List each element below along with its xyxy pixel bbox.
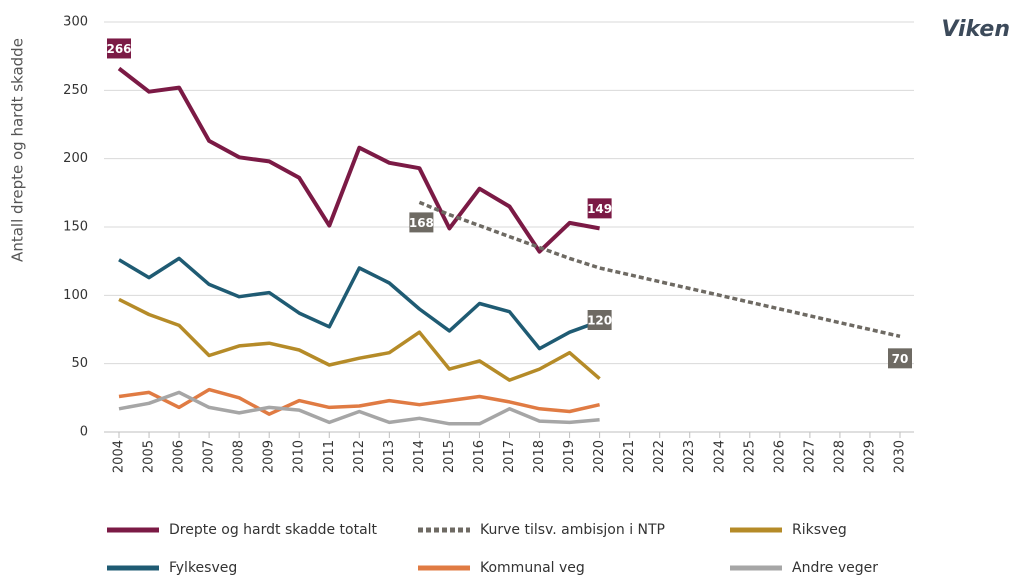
data-label: 120	[587, 314, 612, 328]
x-tick-label: 2017	[502, 440, 517, 473]
data-label: 70	[892, 352, 909, 366]
x-tick-label: 2018	[532, 440, 547, 473]
legend-label: Andre veger	[792, 560, 878, 576]
x-tick-label: 2027	[802, 440, 817, 473]
series-line	[118, 390, 600, 426]
y-tick-label: 100	[63, 288, 88, 303]
legend-label: Drepte og hardt skadde totalt	[169, 522, 378, 538]
series-line	[118, 297, 601, 382]
data-label: 168	[409, 216, 434, 230]
x-tick-label: 2025	[742, 440, 757, 473]
x-tick-label: 2007	[202, 440, 217, 473]
legend-label: Kommunal veg	[480, 560, 585, 576]
data-label-box	[409, 212, 434, 233]
x-tick-label: 2020	[592, 440, 607, 473]
x-tick-label: 2024	[712, 440, 727, 473]
x-tick-label: 2021	[622, 440, 637, 473]
y-tick-label: 0	[80, 425, 88, 440]
series-line	[117, 66, 600, 254]
x-tick-label: 2028	[832, 440, 847, 473]
x-tick-label: 2011	[322, 440, 337, 473]
x-tick-label: 2029	[862, 440, 877, 473]
x-tick-label: 2022	[652, 440, 667, 473]
x-tick-label: 2005	[142, 440, 157, 473]
x-tick-label: 2014	[412, 440, 427, 473]
legend-label: Kurve tilsv. ambisjon i NTP	[480, 522, 665, 538]
series-line	[118, 387, 600, 416]
x-tick-label: 2009	[262, 440, 277, 473]
x-tick-label: 2012	[352, 440, 367, 473]
series-line	[418, 200, 901, 339]
data-label-box	[888, 348, 912, 369]
legend-label: Fylkesveg	[169, 560, 237, 576]
x-tick-label: 2030	[893, 440, 908, 473]
x-tick-label: 2006	[172, 440, 187, 473]
data-label: 149	[587, 202, 612, 216]
data-label-box	[587, 198, 612, 219]
y-tick-label: 150	[63, 220, 88, 235]
y-tick-label: 250	[63, 83, 88, 98]
x-tick-label: 2010	[292, 440, 307, 473]
y-tick-label: 50	[71, 356, 88, 371]
x-tick-label: 2016	[472, 440, 487, 473]
data-label-box	[587, 310, 612, 330]
y-tick-label: 200	[63, 151, 88, 166]
x-tick-label: 2013	[382, 440, 397, 473]
x-tick-label: 2023	[682, 440, 697, 473]
chart-title: Viken	[941, 17, 1010, 42]
data-label-box	[107, 38, 131, 59]
data-label: 266	[106, 42, 131, 56]
x-tick-label: 2008	[232, 440, 247, 473]
legend-label: Riksveg	[792, 522, 847, 538]
y-axis-label: Antall drepte og hardt skadde	[9, 38, 27, 262]
x-tick-label: 2026	[772, 440, 787, 473]
series-line	[118, 256, 601, 351]
x-tick-label: 2019	[562, 440, 577, 473]
x-tick-label: 2015	[442, 440, 457, 473]
x-tick-label: 2004	[112, 440, 127, 473]
y-tick-label: 300	[63, 15, 88, 30]
